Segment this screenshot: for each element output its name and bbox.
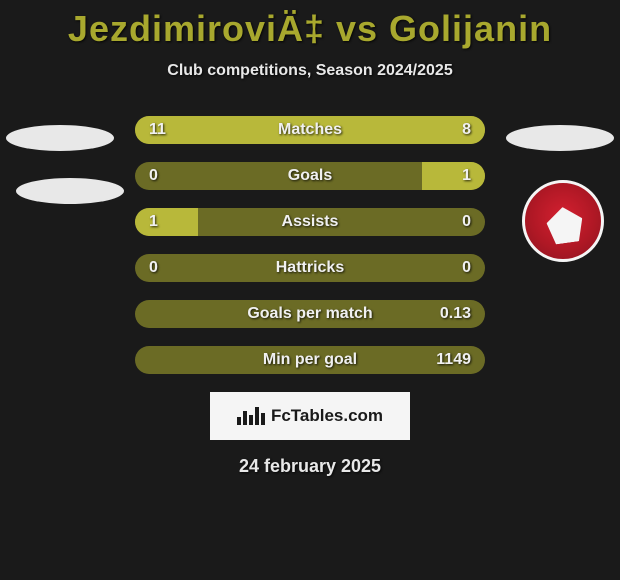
stat-row: Min per goal 1149 — [0, 346, 620, 374]
page-title: JezdimiroviÄ‡ vs Golijanin — [0, 8, 620, 50]
subtitle: Club competitions, Season 2024/2025 — [0, 62, 620, 80]
stat-label: Goals — [288, 167, 332, 185]
stat-bar: Min per goal 1149 — [135, 346, 485, 374]
stat-value-left: 0 — [149, 259, 158, 277]
stat-row: 0 Hattricks 0 — [0, 254, 620, 282]
bar-fill-right — [422, 162, 485, 190]
stat-value-left: 1 — [149, 213, 158, 231]
stat-label: Hattricks — [276, 259, 344, 277]
stat-value-right: 0.13 — [440, 305, 471, 323]
stat-row: Goals per match 0.13 — [0, 300, 620, 328]
stat-value-right: 1 — [462, 167, 471, 185]
stat-label: Assists — [282, 213, 339, 231]
stat-bar: 11 Matches 8 — [135, 116, 485, 144]
brand-panel: FcTables.com — [210, 392, 410, 440]
stat-row: 0 Goals 1 — [0, 162, 620, 190]
brand-text: FcTables.com — [271, 406, 383, 426]
stat-value-right: 8 — [462, 121, 471, 139]
stat-row: 11 Matches 8 — [0, 116, 620, 144]
comparison-card: JezdimiroviÄ‡ vs Golijanin Club competit… — [0, 0, 620, 477]
stat-bar: 0 Goals 1 — [135, 162, 485, 190]
stat-value-left: 11 — [149, 121, 166, 139]
stat-row: 1 Assists 0 — [0, 208, 620, 236]
stat-value-left: 0 — [149, 167, 158, 185]
bar-fill-left — [135, 208, 198, 236]
bars-icon — [237, 407, 265, 425]
stat-label: Matches — [278, 121, 342, 139]
stat-bar: 0 Hattricks 0 — [135, 254, 485, 282]
date-label: 24 february 2025 — [0, 456, 620, 477]
stat-bar: 1 Assists 0 — [135, 208, 485, 236]
stat-value-right: 1149 — [436, 351, 471, 369]
stats-list: 11Matches80Goals11Assists00Hattricks0Goa… — [0, 116, 620, 374]
stat-label: Min per goal — [263, 351, 357, 369]
stat-label: Goals per match — [247, 305, 372, 323]
stat-value-right: 0 — [462, 213, 471, 231]
stat-value-right: 0 — [462, 259, 471, 277]
stat-bar: Goals per match 0.13 — [135, 300, 485, 328]
